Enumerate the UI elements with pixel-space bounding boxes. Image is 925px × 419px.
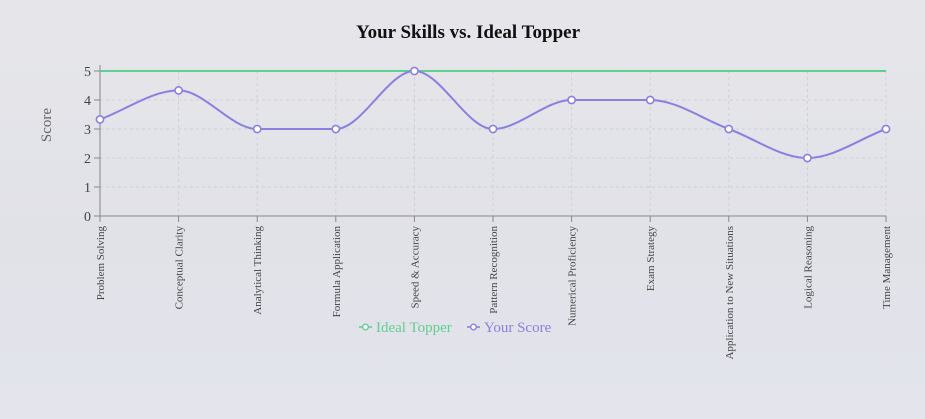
series-layer (95, 66, 891, 163)
chart-title: Your Skills vs. Ideal Topper (356, 22, 581, 43)
data-point-your-score[interactable] (95, 115, 105, 124)
x-tick-label: Numerical Proficiency (567, 226, 579, 326)
y-tick-label: 5 (84, 65, 91, 80)
x-tick-label: Application to New Situations (724, 226, 736, 360)
x-tick-label: Pattern Recognition (488, 226, 500, 314)
data-point-your-score[interactable] (409, 66, 419, 76)
x-tick-label: Analytical Thinking (252, 226, 264, 315)
legend-marker (470, 323, 477, 331)
label-layer: 0 1 2 3 4 5 Problem Solving Conceptual Clarity A… (84, 65, 893, 360)
legend-item-your-score[interactable]: Your Score (467, 320, 552, 336)
legend-item-ideal-topper[interactable]: Ideal Topper (359, 320, 452, 336)
data-point-your-score[interactable] (252, 124, 262, 134)
x-tick-label: Problem Solving (95, 226, 107, 301)
data-point-your-score[interactable] (645, 95, 655, 105)
data-point-your-score[interactable] (881, 124, 891, 134)
grid-layer (100, 70, 887, 216)
legend-marker (362, 323, 369, 331)
y-tick-label: 3 (84, 123, 91, 138)
data-point-your-score[interactable] (488, 124, 498, 134)
data-point-your-score[interactable] (724, 124, 734, 134)
data-point-your-score[interactable] (803, 153, 812, 163)
y-tick-label: 4 (84, 94, 91, 109)
y-tick-label: 0 (84, 210, 91, 225)
axis-layer (94, 65, 887, 222)
data-point-your-score[interactable] (331, 124, 341, 134)
y-axis-label: Score (39, 108, 55, 142)
y-tick-label: 1 (84, 181, 91, 196)
x-tick-label: Speed & Accuracy (409, 226, 421, 309)
data-point-your-score[interactable] (174, 86, 183, 95)
legend-label: Your Score (484, 320, 552, 336)
data-point-your-score[interactable] (567, 95, 576, 105)
x-tick-label: Formula Application (331, 226, 343, 318)
x-tick-label: Exam Strategy (645, 226, 657, 292)
y-tick-label: 2 (84, 152, 91, 167)
x-tick-label: Conceptual Clarity (174, 226, 186, 310)
x-tick-label: Logical Reasoning (802, 226, 814, 309)
x-tick-label: Time Management (881, 226, 893, 309)
legend[interactable]: Ideal Topper Your Score (359, 320, 552, 336)
legend-label: Ideal Topper (376, 320, 452, 336)
